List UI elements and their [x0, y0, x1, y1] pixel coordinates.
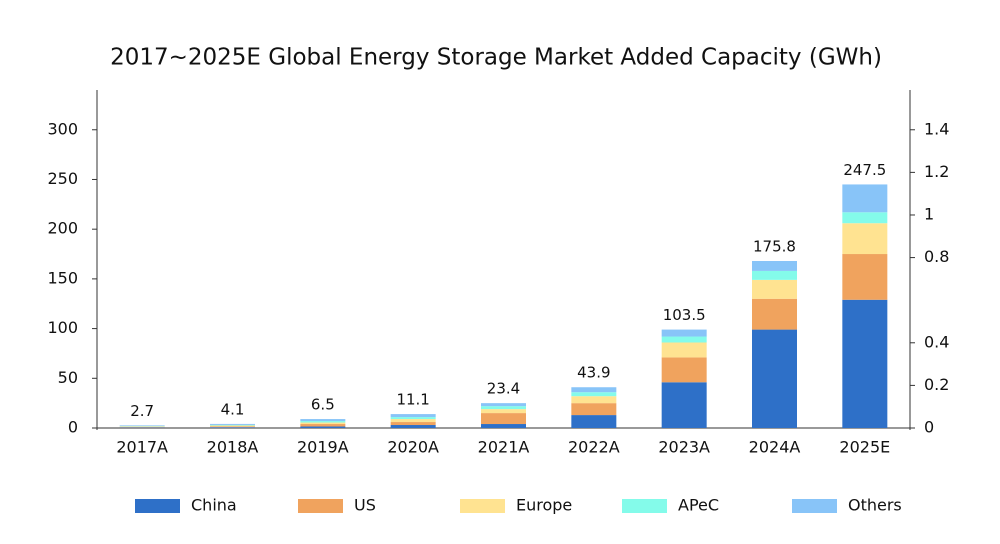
x-tick-label: 2022A	[568, 438, 620, 457]
y-tick-label: 0	[68, 418, 78, 437]
legend-label: China	[191, 496, 237, 515]
total-label: 103.5	[663, 306, 706, 324]
legend-label: APeC	[678, 496, 719, 515]
bar-segment	[571, 387, 617, 393]
legend-label: Europe	[516, 496, 572, 515]
x-tick-label: 2021A	[478, 438, 530, 457]
y2-tick-label: 0.4	[924, 332, 949, 351]
bar-segment	[481, 409, 526, 414]
total-label: 23.4	[487, 380, 520, 398]
bar-segment	[210, 423, 255, 425]
y2-tick-label: 0.8	[924, 247, 949, 266]
bar-segment	[752, 260, 797, 271]
y-tick-label: 150	[47, 268, 78, 287]
y-tick-label: 50	[58, 368, 78, 387]
legend-swatch	[298, 499, 343, 513]
y2-tick-label: 1.2	[924, 162, 949, 181]
bar-segment	[390, 419, 436, 423]
x-tick-label: 2025E	[839, 438, 890, 457]
bar-segment	[571, 392, 617, 397]
bar-segment	[661, 336, 707, 343]
bar-segment	[842, 254, 888, 300]
y-tick-label: 300	[47, 119, 78, 138]
bar-segment	[210, 427, 255, 428]
bar-segment	[571, 396, 617, 404]
total-label: 4.1	[221, 400, 245, 418]
bar-segment	[119, 425, 165, 426]
x-tick-label: 2018A	[207, 438, 259, 457]
bar-segment	[752, 270, 797, 280]
x-tick-label: 2019A	[297, 438, 349, 457]
total-label: 175.8	[753, 237, 796, 255]
bar-segment	[571, 415, 617, 428]
bar-segment	[842, 212, 888, 224]
total-label: 11.1	[396, 391, 429, 409]
bar-segment	[752, 279, 797, 299]
bar-segment	[390, 417, 436, 420]
bar-segment	[119, 426, 165, 428]
legend-swatch	[792, 499, 837, 513]
y2-tick-label: 0.2	[924, 375, 949, 394]
legend-label: US	[354, 496, 376, 515]
bar-segment	[119, 427, 165, 428]
bar-segment	[390, 422, 436, 426]
x-tick-label: 2023A	[658, 438, 710, 457]
y2-tick-label: 1	[924, 204, 934, 223]
bar-segment	[481, 424, 526, 428]
bar-segment	[481, 403, 526, 407]
bar-segment	[661, 382, 707, 428]
y2-tick-label: 0	[924, 418, 934, 437]
legend-swatch	[135, 499, 180, 513]
legend-label: Others	[848, 496, 902, 515]
y-tick-label: 200	[47, 219, 78, 238]
bar-segment	[661, 329, 707, 337]
legend-swatch	[622, 499, 667, 513]
bar-segment	[300, 422, 346, 425]
bar-segment	[752, 329, 797, 428]
bar-segment	[210, 425, 255, 427]
bar-segment	[842, 223, 888, 255]
bar-segment	[210, 426, 255, 428]
bar-segment	[300, 419, 346, 422]
bar-segment	[661, 357, 707, 383]
bar-segment	[390, 425, 436, 428]
total-label: 6.5	[311, 396, 335, 414]
bar-segment	[752, 298, 797, 330]
bar-segment	[481, 413, 526, 425]
total-label: 2.7	[130, 402, 154, 420]
total-label: 247.5	[843, 161, 886, 179]
y-tick-label: 250	[47, 169, 78, 188]
x-tick-label: 2020A	[387, 438, 439, 457]
x-tick-label: 2024A	[749, 438, 801, 457]
total-label: 43.9	[577, 364, 610, 382]
bar-segment	[842, 299, 888, 428]
y-tick-label: 100	[47, 318, 78, 337]
y2-tick-label: 1.4	[924, 119, 949, 138]
bar-segment	[300, 424, 346, 427]
legend-swatch	[460, 499, 505, 513]
bar-segment	[571, 403, 617, 416]
bar-segment	[300, 426, 346, 428]
bar-segment	[842, 184, 888, 213]
bar-segment	[481, 406, 526, 410]
x-tick-label: 2017A	[116, 438, 168, 457]
bar-segment	[390, 414, 436, 418]
bar-segment	[210, 424, 255, 426]
bar-segment	[661, 342, 707, 358]
chart-title: 2017~2025E Global Energy Storage Market …	[110, 45, 882, 71]
bar-segment	[300, 421, 346, 423]
